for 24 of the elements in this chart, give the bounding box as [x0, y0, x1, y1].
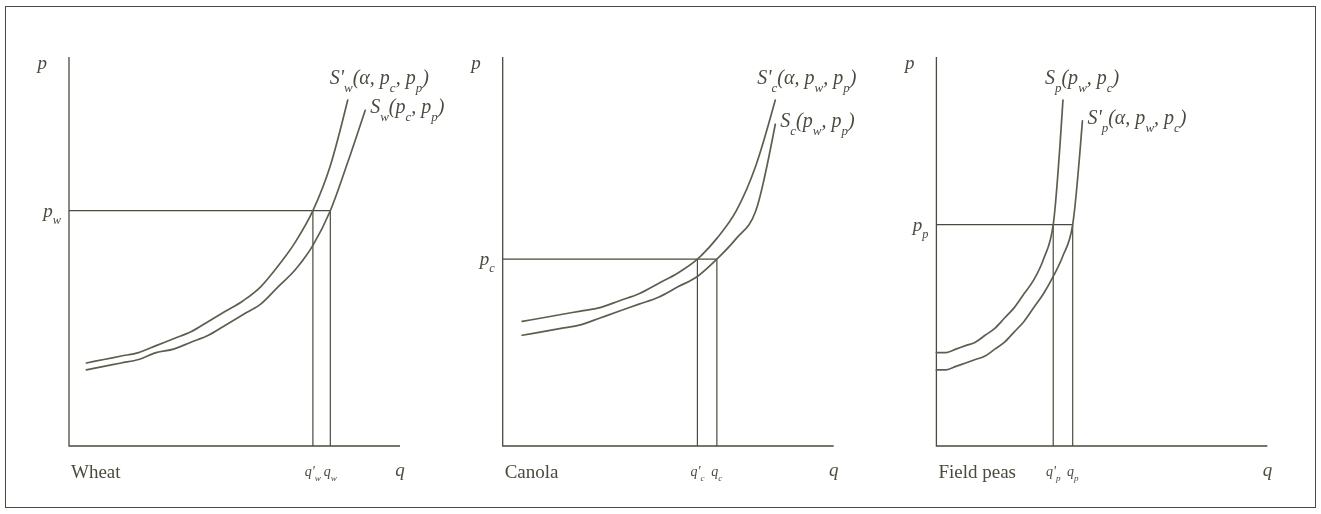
series-label: S$_{w}$(p$_{c}$, p$_{p}$) — [370, 95, 445, 124]
text: Field peas — [938, 461, 1016, 482]
series-label: S'$_{p}$(α, p$_{w}$, p$_{c}$) — [1087, 105, 1187, 135]
y-axis-title: p — [469, 52, 481, 73]
x-tick-label: q$_{p}$ — [1066, 464, 1079, 483]
x-tick-label: q$_{w}$ — [323, 464, 337, 483]
ref-line-label: p$_{w}$ — [41, 199, 62, 227]
x-axis-title: q — [1262, 459, 1273, 480]
y-axis-title: p — [35, 52, 47, 73]
text: Wheat — [71, 461, 122, 482]
x-tick-label: q$_{c}$ — [711, 464, 723, 483]
series-label: S$_{c}$(p$_{w}$, p$_{p}$) — [780, 109, 855, 138]
x-tick-label: q'$_{p}$ — [1045, 464, 1061, 483]
series-label: S'$_{w}$(α, p$_{c}$, p$_{p}$) — [329, 66, 430, 95]
x-axis-title: q — [828, 459, 839, 480]
series-label: S'$_{c}$(α, p$_{w}$, p$_{p}$) — [757, 66, 857, 95]
text: Canola — [504, 461, 560, 482]
y-axis-title: p — [902, 52, 915, 73]
x-axis-title: q — [395, 459, 406, 480]
series-label: S$_{p}$(p$_{w}$, p$_{c}$) — [1044, 66, 1120, 95]
ref-line-label: p$_{c}$ — [477, 248, 496, 276]
ref-line-label: p$_{p}$ — [910, 213, 929, 241]
x-tick-label: q'$_{c}$ — [690, 464, 705, 483]
x-tick-label: q'$_{w}$ — [304, 464, 321, 483]
